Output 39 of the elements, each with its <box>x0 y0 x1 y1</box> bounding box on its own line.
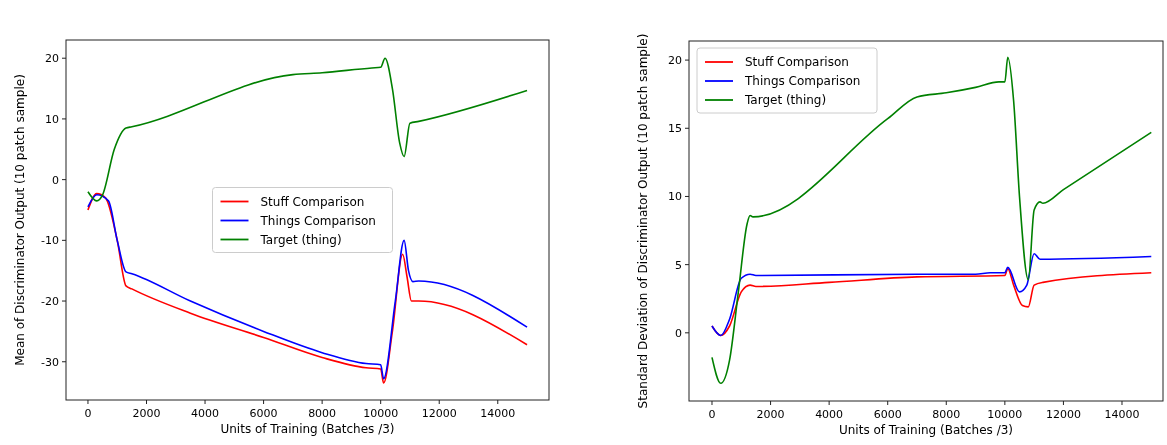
y-axis-title: Mean of Discriminator Output (10 patch sample) <box>13 74 27 366</box>
x-tick-label: 2000 <box>132 407 161 420</box>
x-tick-label: 12000 <box>421 407 457 420</box>
x-tick-label: 4000 <box>815 408 844 421</box>
x-tick-label: 14000 <box>480 407 516 420</box>
x-tick-label: 14000 <box>1104 408 1140 421</box>
y-tick-label: 20 <box>45 52 59 66</box>
x-tick-label: 6000 <box>249 407 278 420</box>
y-tick-label: 5 <box>675 258 682 272</box>
y-tick-label: -20 <box>41 295 59 309</box>
x-axis-title: Units of Training (Batches /3) <box>220 422 395 436</box>
y-tick-label: 0 <box>675 326 682 340</box>
y-tick-label: 15 <box>668 122 682 136</box>
x-axis-title: Units of Training (Batches /3) <box>838 423 1014 437</box>
x-tick-label: 8000 <box>308 407 337 420</box>
x-tick-label: 0 <box>708 408 716 421</box>
x-tick-label: 8000 <box>932 408 961 421</box>
y-axis-title: Standard Deviation of Discriminator Output (10 patch sample) <box>636 33 650 409</box>
legend-label: Stuff Comparison <box>745 55 849 69</box>
x-tick-label: 10000 <box>987 408 1023 421</box>
legend-label: Things Comparison <box>259 213 376 228</box>
legend-label: Things Comparison <box>744 74 861 88</box>
y-tick-label: 0 <box>52 173 59 187</box>
x-tick-label: 12000 <box>1045 408 1081 421</box>
y-tick-label: 20 <box>668 54 682 68</box>
x-tick-label: 10000 <box>363 407 399 420</box>
line-series <box>711 56 1153 385</box>
y-tick-label: 10 <box>668 190 682 204</box>
x-tick-label: 6000 <box>873 408 902 421</box>
y-tick-label: 10 <box>45 112 59 126</box>
legend-label: Stuff Comparison <box>260 194 365 209</box>
legend-label: Target (thing) <box>744 93 827 107</box>
legend-label: Target (thing) <box>259 232 342 247</box>
x-tick-label: 0 <box>84 407 92 420</box>
x-tick-label: 4000 <box>191 407 220 420</box>
y-tick-label: -10 <box>41 234 59 248</box>
x-tick-label: 2000 <box>756 408 785 421</box>
line-series <box>711 252 1153 337</box>
y-tick-label: -30 <box>41 355 59 369</box>
